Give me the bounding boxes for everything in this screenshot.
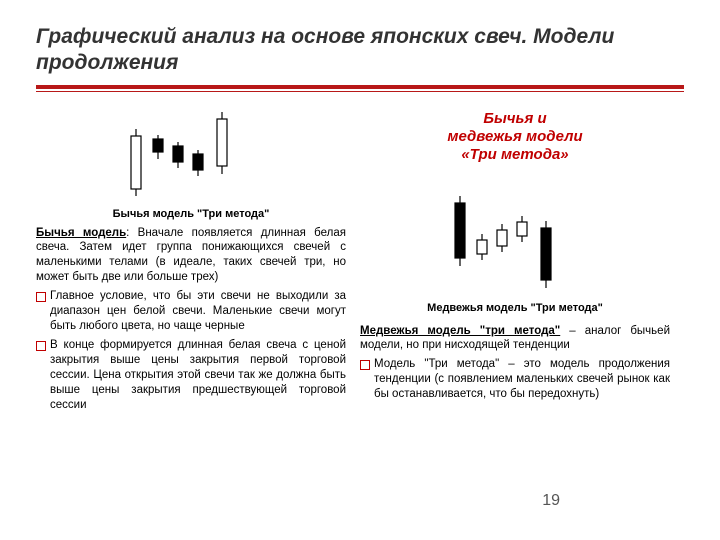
rule-thin: [36, 91, 684, 92]
subtitle-line-2: медвежья модели: [447, 128, 582, 145]
page-title: Графический анализ на основе японских св…: [36, 24, 684, 77]
subtitle-line-1: Бычья и: [483, 110, 546, 127]
subtitle-line-3: «Три метода»: [461, 146, 568, 163]
bearish-bullets: Модель "Три метода" – это модель продолж…: [360, 357, 670, 402]
bullish-chart: Бычья модель "Три метода": [36, 104, 346, 220]
bearish-para: Медвежья модель "три метода" – аналог бы…: [360, 324, 670, 354]
page-number: 19: [542, 492, 560, 510]
column-right: Бычья и медвежья модели «Три метода» Мед…: [360, 104, 670, 417]
bearish-lead: Медвежья модель "три метода": [360, 325, 560, 337]
column-left: Бычья модель "Три метода" Бычья модель: …: [36, 104, 346, 417]
content-row: Бычья модель "Три метода" Бычья модель: …: [36, 104, 684, 417]
pattern-subtitle: Бычья и медвежья модели «Три метода»: [360, 110, 670, 164]
bullish-lead: Бычья модель: [36, 227, 126, 239]
bullish-bullet-1: Главное условие, что бы эти свечи не вых…: [36, 289, 346, 334]
bullish-para: Бычья модель: Вначале появляется длинная…: [36, 226, 346, 286]
bullish-caption: Бычья модель "Три метода": [113, 208, 270, 220]
bearish-caption: Медвежья модель "Три метода": [427, 302, 603, 314]
bullish-bullets: Главное условие, что бы эти свечи не вых…: [36, 289, 346, 413]
candlestick-bearish: [430, 188, 600, 298]
bullish-bullet-2: В конце формируется длинная белая свеча …: [36, 338, 346, 413]
candlestick-bullish: [106, 104, 276, 204]
rule-thick: [36, 85, 684, 89]
bearish-bullet-1: Модель "Три метода" – это модель продолж…: [360, 357, 670, 402]
bearish-chart: Медвежья модель "Три метода": [360, 188, 670, 314]
